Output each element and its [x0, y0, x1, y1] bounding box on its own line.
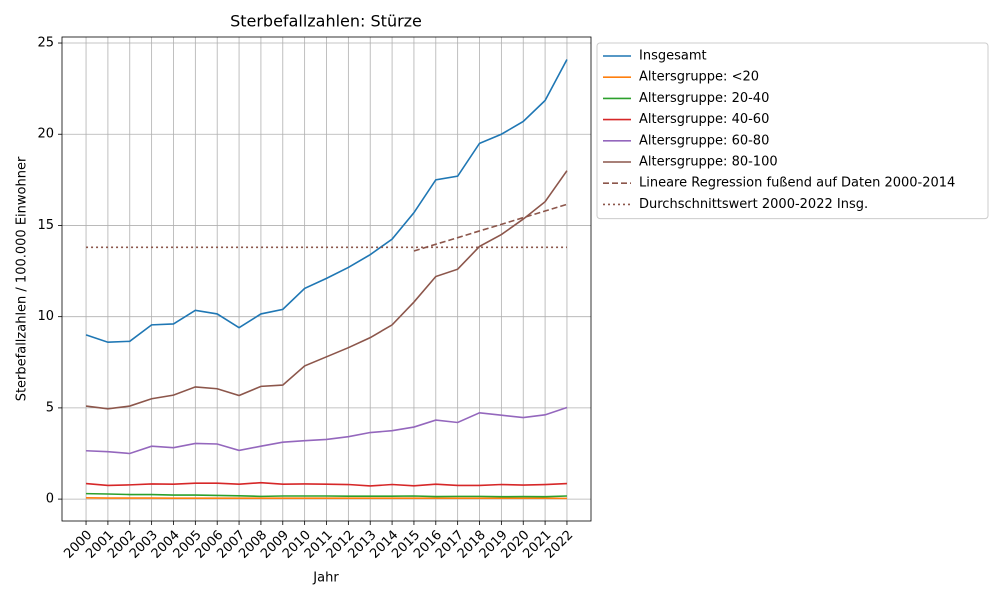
legend-label: Durchschnittswert 2000-2022 Insg. [639, 197, 868, 212]
series-line [86, 406, 568, 455]
y-tick-label: 20 [37, 127, 54, 142]
series-line [86, 497, 567, 500]
legend-label: Altersgruppe: 60-80 [639, 133, 769, 148]
series-line [85, 170, 568, 410]
legend-label: Altersgruppe: 40-60 [639, 112, 769, 127]
legend-label: Altersgruppe: 20-40 [639, 91, 769, 106]
legend-label: Insgesamt [639, 49, 707, 64]
legend-label: Lineare Regression fußend auf Daten 2000… [639, 176, 955, 191]
plot-frame [61, 36, 592, 522]
series-line [86, 492, 567, 498]
y-tick-label: 25 [37, 36, 54, 51]
y-tick-label: 0 [46, 492, 54, 507]
series-line [85, 59, 568, 344]
y-tick-label: 5 [46, 400, 54, 415]
legend-label: Altersgruppe: 80-100 [639, 155, 778, 170]
y-tick-label: 10 [37, 309, 54, 324]
y-tick-label: 15 [37, 218, 54, 233]
x-axis-label: Jahr [312, 571, 339, 586]
y-axis-label: Sterbefallzahlen / 100.000 Einwohner [15, 156, 30, 401]
chart-title: Sterbefallzahlen: Stürze [230, 12, 422, 31]
legend-label: Altersgruppe: <20 [639, 70, 759, 85]
series-line [85, 481, 567, 487]
series-line [413, 203, 568, 252]
legend-box [596, 42, 989, 220]
